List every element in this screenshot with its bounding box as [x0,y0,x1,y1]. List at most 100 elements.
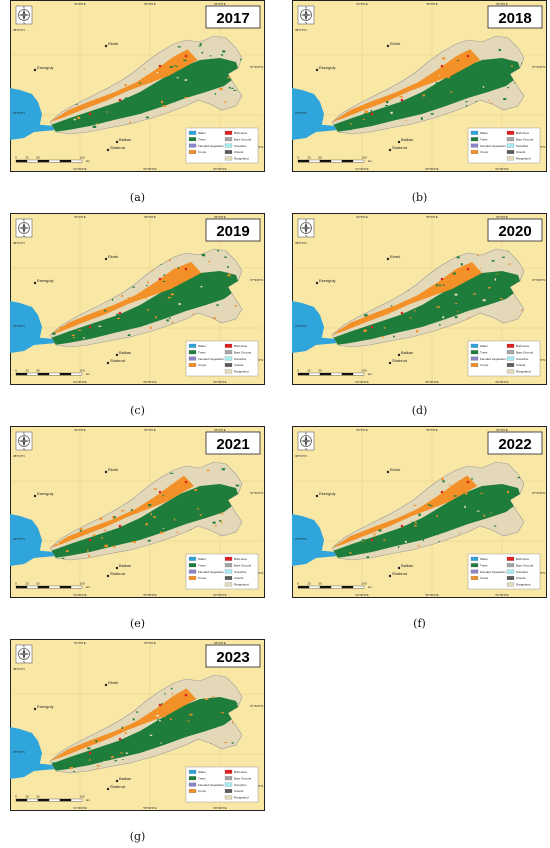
legend-swatch [470,556,479,561]
land-cover-fleck [163,274,165,276]
longitude-tick-label: 56°0'0"E [496,2,508,6]
land-cover-fleck [124,97,128,100]
north-arrow-icon: NS [15,645,33,664]
legend-swatch [224,582,233,587]
land-cover-fleck [454,316,458,319]
year-box [205,644,261,668]
lagoon-water [32,763,56,771]
legend-label: Snow/Ice [516,144,529,148]
longitude-tick-label: 54°30'0"E [73,806,86,810]
legend-swatch [224,150,233,154]
land-cover-fleck [205,75,207,77]
legend-swatch [188,150,197,154]
land-cover-fleck [80,320,82,323]
land-cover-fleck [78,329,82,331]
legend-label: Built Area [234,557,247,561]
latitude-tick-label: 38°0'0"N [295,28,307,32]
map-legend: Water Built Area Trees Bare Ground Flooded V… [185,766,259,803]
latitude-tick-label: 38°0'0"N [295,241,307,245]
land-cover-fleck [511,65,513,68]
land-cover-fleck [514,304,516,306]
year-label: 2023 [216,649,249,666]
land-cover-fleck [240,58,242,61]
land-cover-fleck [350,123,352,125]
legend-swatch [224,556,233,561]
land-cover-fleck [411,521,413,524]
legend-swatch [506,137,515,142]
land-cover-fleck [130,509,133,511]
town-label: Esenguly [319,65,335,70]
scale-unit-label: km [86,372,91,376]
town-marker [115,566,119,570]
north-letter: N [305,432,307,436]
land-cover-fleck [149,734,153,736]
longitude-tick-label: 56°30'0"E [495,380,508,384]
year-label: 2017 [216,10,249,27]
south-letter: S [305,21,307,25]
legend-swatch [224,156,233,161]
lagoon-water [32,550,56,558]
land-cover-fleck [439,314,442,317]
land-cover-fleck [233,696,236,699]
land-cover-fleck [91,313,94,315]
land-cover-fleck [199,43,202,46]
crops-area [332,475,478,548]
land-cover-fleck [194,489,198,491]
land-cover-fleck [165,101,169,103]
latitude-tick-label: 37°0'0"N [13,324,25,328]
crops-area [332,49,481,122]
land-cover-fleck [79,528,83,530]
land-cover-fleck [224,256,227,258]
legend-label: Bare Ground [234,137,252,141]
land-cover-fleck [166,319,169,322]
legend-swatch [470,356,479,361]
land-cover-fleck [103,529,107,532]
land-cover-fleck [87,747,91,750]
land-cover-fleck [146,309,149,311]
land-cover-fleck [153,488,157,490]
year-label: 2019 [216,223,249,240]
town-label: Esenguly [37,491,53,496]
built-area-patch [118,311,122,315]
land-cover-fleck [184,79,188,81]
land-cover-fleck [488,287,491,289]
legend-swatch [506,369,515,374]
land-cover-fleck [214,83,218,85]
town-marker [388,574,392,578]
built-area-patch [466,480,470,484]
land-cover-fleck [370,109,372,113]
land-cover-fleck [442,57,446,60]
legend-swatch [188,556,197,561]
longitude-tick-label: 55°30'0"E [425,167,438,171]
land-cover-map: EkrekEsengulyBalkanShahrud2019NS54°0'0"E… [10,213,265,385]
land-cover-fleck [488,100,490,101]
built-area-patch [158,703,162,707]
legend-label: Crops [480,576,489,580]
land-cover-fleck [419,532,422,535]
year-label: 2021 [216,436,249,453]
land-cover-fleck [422,94,425,97]
land-cover-fleck [219,520,222,522]
land-cover-fleck [52,332,56,335]
scale-tick-label: 50 [318,369,322,373]
town-label: Shahrud [110,358,125,363]
legend-label: Flooded Vegetation [480,357,506,361]
land-cover-fleck [69,767,74,769]
legend-label: Clouds [516,363,526,367]
land-cover-fleck [390,111,393,114]
land-cover-fleck [413,504,417,507]
latitude-tick-label: 37°30'0"N [250,65,263,69]
built-area-patch [88,751,92,755]
land-cover-fleck [231,87,234,89]
land-cover-fleck [110,752,114,754]
land-cover-fleck [206,469,210,472]
latitude-tick-label: 37°30'0"N [250,704,263,708]
legend-swatch [224,795,233,800]
scale-tick-label: 0 [297,156,299,160]
legend-swatch [188,137,197,142]
land-cover-fleck [218,713,221,716]
latitude-tick-label: 37°0'0"N [13,537,25,541]
scale-tick-label: 25 [25,582,29,586]
land-cover-fleck [436,306,440,308]
